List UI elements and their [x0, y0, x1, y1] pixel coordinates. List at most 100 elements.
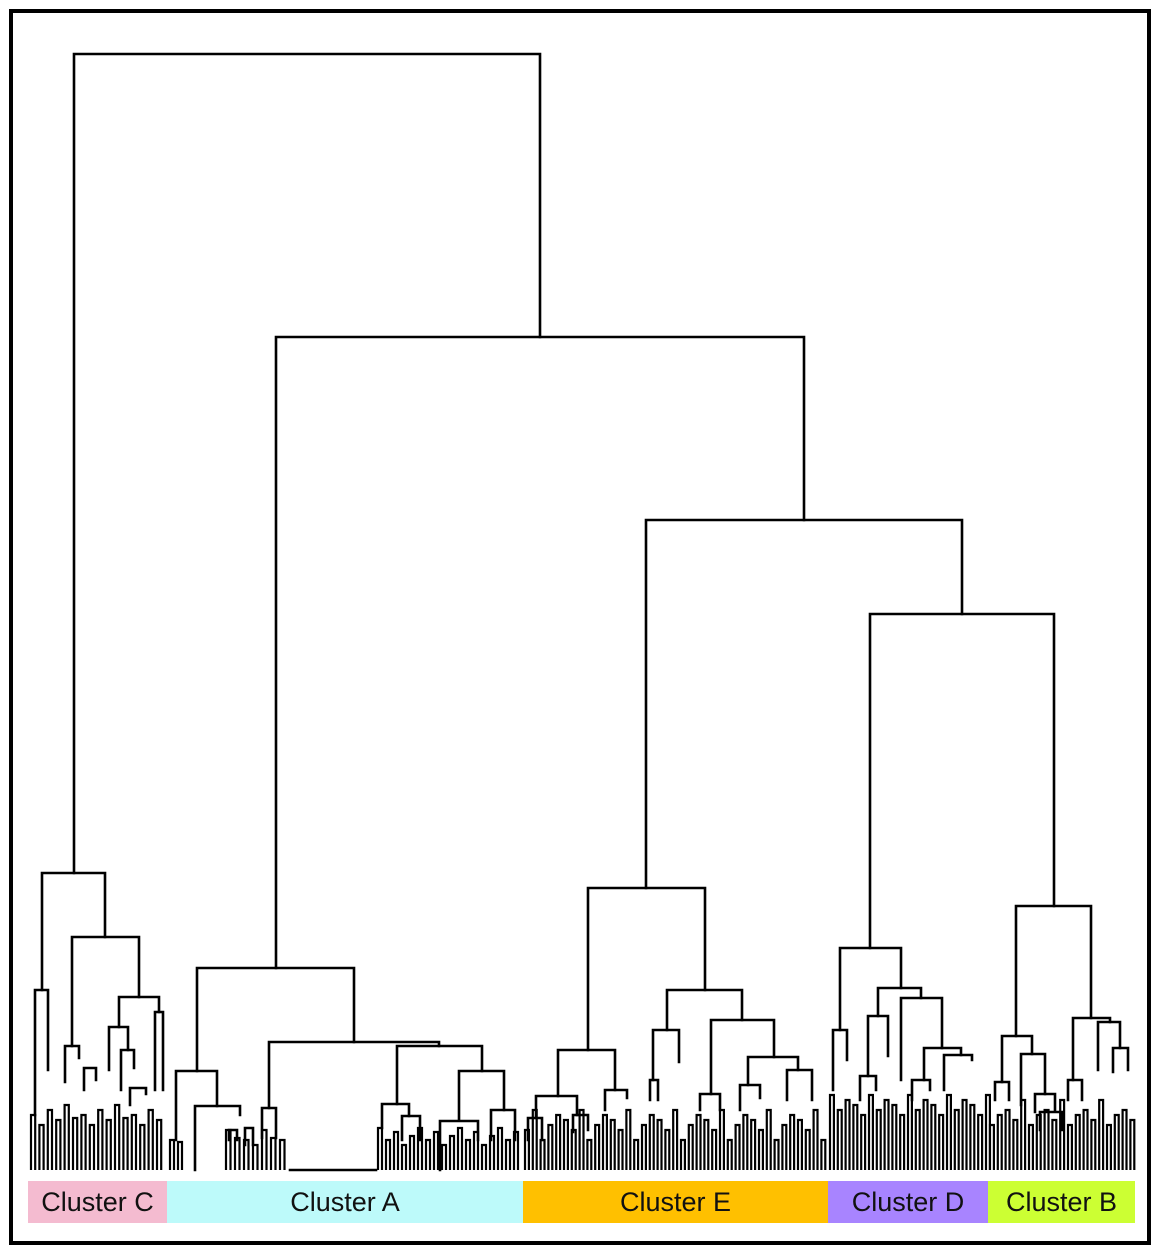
- leaf-bracket: [969, 1103, 976, 1170]
- link-b-top: [1014, 904, 1093, 1038]
- leaf-bracket: [242, 1138, 250, 1170]
- leaf-bracket: [891, 1103, 898, 1170]
- link-d-sub-1: [831, 1028, 849, 1092]
- leaf-bracket: [531, 1108, 538, 1170]
- leaf-bracket: [640, 1123, 647, 1170]
- link-e-right-3: [746, 1055, 800, 1087]
- link-e-right-2: [709, 1018, 776, 1096]
- leaf-bracket: [88, 1123, 96, 1170]
- leaf-bracket: [523, 1128, 530, 1170]
- leaf-bracket: [269, 1136, 277, 1170]
- link-c-sub-4: [82, 1066, 98, 1092]
- leaf-bracket: [472, 1130, 480, 1170]
- cluster-d-label: Cluster D: [828, 1181, 988, 1223]
- leaf-bracket: [625, 1108, 632, 1170]
- leaf-bracket: [1121, 1108, 1128, 1170]
- leaf-bracket: [1113, 1113, 1120, 1170]
- leaf-bracket: [867, 1093, 874, 1170]
- link-e-top: [586, 886, 707, 1052]
- leaf-bracket: [781, 1123, 788, 1170]
- leaf-bracket: [46, 1108, 54, 1170]
- leaf-bracket: [1059, 1098, 1066, 1170]
- leaf-bracket: [1051, 1118, 1058, 1170]
- leaf-bracket: [547, 1123, 554, 1170]
- leaf-bracket: [945, 1093, 952, 1170]
- leaf-bracket: [734, 1123, 741, 1170]
- leaf-bracket: [726, 1138, 733, 1170]
- leaf-bracket: [1027, 1123, 1034, 1170]
- leaf-bracket: [432, 1130, 440, 1170]
- leaf-bracket: [376, 1126, 384, 1170]
- link-a-left: [174, 1069, 219, 1142]
- link-e-sub-2: [648, 1078, 660, 1102]
- link-e-right-4: [651, 1028, 681, 1082]
- link-c-sub-1: [107, 1025, 130, 1072]
- leaf-bracket: [703, 1118, 710, 1170]
- figure-frame: [9, 9, 1151, 1245]
- leaf-bracket: [796, 1118, 803, 1170]
- leaf-bracket: [504, 1138, 512, 1170]
- leaf-bracket: [97, 1108, 104, 1170]
- leaf-bracket: [1004, 1108, 1011, 1170]
- leaf-bracket: [844, 1098, 851, 1170]
- leaf-bracket: [633, 1138, 640, 1170]
- leaf-bracket: [930, 1103, 937, 1170]
- leaf-bracket: [617, 1128, 624, 1170]
- leaf-bracket: [578, 1108, 585, 1170]
- leaf-bracket: [1090, 1118, 1097, 1170]
- leaf-bracket: [155, 1118, 163, 1170]
- leaf-bracket: [539, 1138, 546, 1170]
- leaf-bracket: [1020, 1098, 1027, 1170]
- leaf-bracket: [1082, 1108, 1089, 1170]
- link-c-mid: [70, 935, 141, 1048]
- leaf-bracket: [750, 1118, 757, 1170]
- leaf-bracket: [251, 1143, 259, 1170]
- leaf-bracket: [1012, 1118, 1019, 1170]
- link-c-sub-5: [119, 1048, 136, 1092]
- link-e-sub-3: [698, 1092, 722, 1112]
- link-d-sub-2: [866, 1014, 890, 1078]
- leaf-bracket: [139, 1123, 146, 1170]
- link-d-sub-4: [858, 1074, 878, 1102]
- leaf-bracket: [899, 1113, 906, 1170]
- link-e-sub-1: [603, 1088, 629, 1112]
- leaf-bracket: [914, 1108, 921, 1170]
- leaf-bracket: [961, 1098, 968, 1170]
- leaf-bracket: [1043, 1108, 1050, 1170]
- leaf-bracket: [1035, 1113, 1042, 1170]
- link-level-2: [274, 335, 806, 970]
- leaf-bracket: [408, 1134, 416, 1170]
- leaf-bracket: [1129, 1118, 1136, 1170]
- link-c-top: [40, 871, 107, 992]
- leaf-bracket: [875, 1108, 882, 1170]
- link-a-sub-3: [260, 1106, 278, 1140]
- leaf-bracket: [496, 1126, 504, 1170]
- leaf-bracket: [977, 1113, 984, 1170]
- link-e-left-3: [526, 1116, 544, 1142]
- leaf-bracket: [260, 1128, 268, 1170]
- cluster-b-label: Cluster B: [988, 1181, 1135, 1223]
- leaf-bracket: [938, 1113, 945, 1170]
- link-b-left-2: [1019, 1052, 1047, 1107]
- leaf-bracket: [852, 1103, 859, 1170]
- leaf-bracket: [38, 1123, 45, 1170]
- link-e-right: [665, 988, 744, 1032]
- leaf-bracket: [765, 1108, 772, 1170]
- leaf-bracket: [29, 1113, 37, 1170]
- leaf-bracket: [55, 1118, 62, 1170]
- leaf-bracket: [130, 1113, 138, 1170]
- link-b-right-2: [1096, 1020, 1122, 1072]
- link-b-right-3: [1111, 1046, 1130, 1074]
- leaf-bracket: [480, 1143, 488, 1170]
- link-d-right: [876, 986, 923, 1018]
- leaf-bracket: [789, 1113, 796, 1170]
- leaf-bracket: [1105, 1123, 1112, 1170]
- leaf-bracket: [828, 1093, 835, 1170]
- link-e-left-2: [534, 1094, 579, 1120]
- link-e-left: [556, 1048, 617, 1098]
- leaf-bracket: [679, 1138, 686, 1170]
- link-e-sub-5: [738, 1083, 762, 1112]
- link-b-sub-2: [1066, 1078, 1084, 1102]
- link-c-sub-6: [128, 1086, 148, 1107]
